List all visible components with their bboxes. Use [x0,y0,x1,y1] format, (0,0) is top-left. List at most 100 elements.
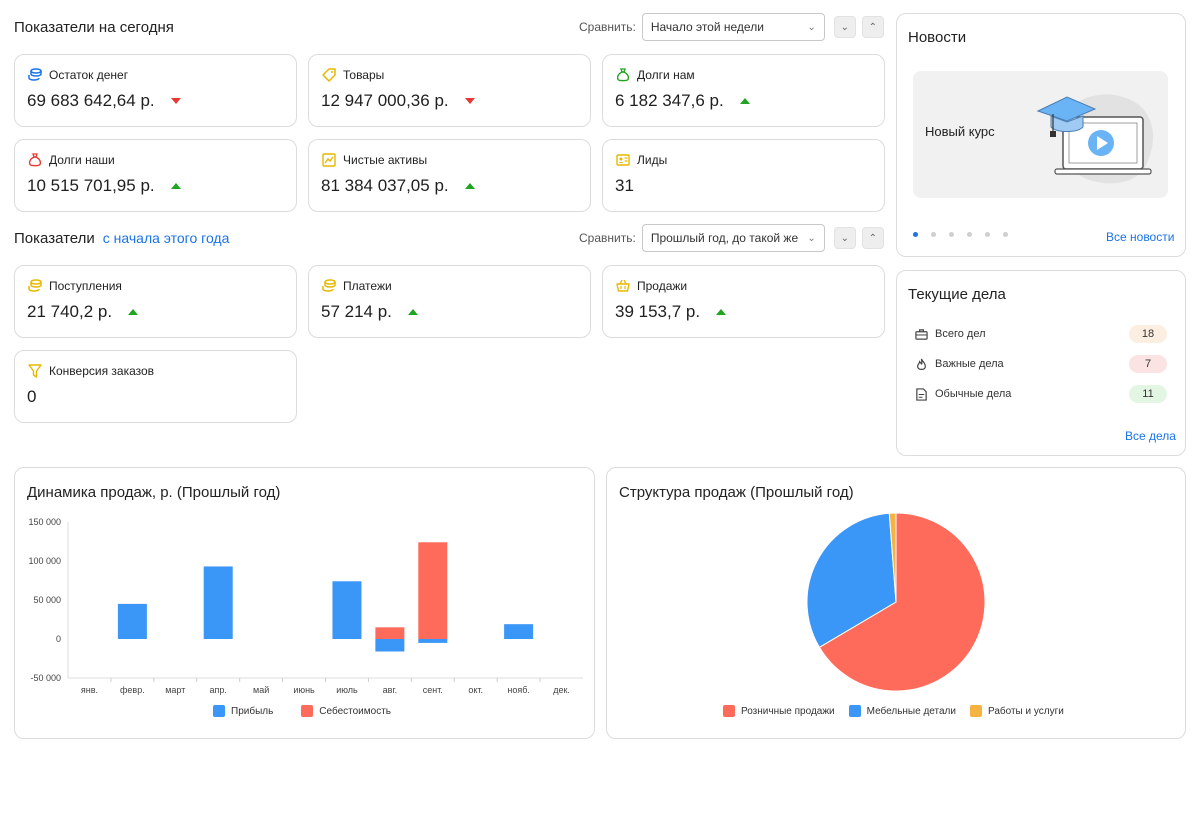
bar-cost[interactable] [375,627,405,639]
bar-profit[interactable] [332,581,362,639]
bar-profit[interactable] [203,566,233,639]
all-news-link[interactable]: Все новости [1106,230,1175,244]
metric-card[interactable]: Долги нам 6 182 347,6 р. [602,54,885,127]
metric-card[interactable]: Конверсия заказов 0 [14,350,297,423]
coins-icon [27,278,43,294]
metric-value-row: 10 515 701,95 р. [27,176,284,196]
news-banner[interactable]: Новый курс [913,71,1168,198]
legend-item-furniture[interactable]: Мебельные детали [848,705,956,717]
task-count-badge: 11 [1129,385,1167,403]
x-tick-label: июль [336,685,358,695]
x-tick-label: апр. [210,685,227,695]
funnel-icon [27,363,43,379]
x-tick-label: февр. [120,685,145,695]
metric-label: Долги нам [637,68,695,82]
bar-chart-legend: Прибыль Себестоимость [213,705,391,717]
section-title-today-text: Показатели на сегодня [14,19,174,36]
pagination-dot[interactable] [967,232,972,237]
fire-icon [915,358,928,371]
compare-select-year[interactable]: Прошлый год, до такой же даты ⌄ [641,224,825,252]
coins-icon [27,67,43,83]
bar-profit[interactable] [418,639,448,643]
trend-down-icon [464,98,475,104]
chevron-down-icon: ⌄ [807,21,816,33]
pagination-dot[interactable] [949,232,954,237]
metric-label: Лиды [637,153,668,167]
metric-card[interactable]: Поступления 21 740,2 р. [14,265,297,338]
compare-select-value: Начало этой недели [650,20,764,34]
metric-card[interactable]: Чистые активы 81 384 037,05 р. [308,139,591,212]
metric-value: 6 182 347,6 р. [615,91,724,110]
pie-slice[interactable] [888,513,897,603]
metric-value: 10 515 701,95 р. [27,176,155,195]
collapse-down-button[interactable]: ⌄ [833,227,856,249]
bar-profit[interactable] [504,624,534,639]
metric-card[interactable]: Продажи 39 153,7 р. [602,265,885,338]
sales-structure-card: Структура продаж (Прошлый год) Розничные… [606,467,1186,739]
compare-select-today[interactable]: Начало этой недели ⌄ [641,13,825,41]
bar-cost[interactable] [418,542,448,639]
metric-value-row: 0 [27,387,284,407]
metric-card[interactable]: Платежи 57 214 р. [308,265,591,338]
pagination-dot[interactable] [913,232,918,237]
metric-label: Чистые активы [343,153,428,167]
x-tick-label: дек. [553,685,570,695]
pie-slice[interactable] [818,513,986,692]
sales-dynamics-chart: 150 000 100 000 50 000 0 -50 000 янв. февр. мар… [28,517,583,695]
trend-up-icon [407,309,418,315]
period-link[interactable]: с начала этого года [102,230,230,246]
bar-profit[interactable] [375,639,405,652]
collapse-up-button[interactable]: ⌃ [861,227,884,249]
tasks-card: Текущие дела Всего дел 18 Важные дела 7 Обыч… [896,270,1186,456]
legend-label: Себестоимость [319,705,391,717]
pagination-dot[interactable] [985,232,990,237]
x-tick-label: июнь [293,685,315,695]
metric-value: 57 214 р. [321,302,392,321]
trend-up-icon [128,309,139,315]
task-row[interactable]: Всего дел 18 [915,325,1167,343]
trend-up-icon [739,98,750,104]
coins-icon [321,278,337,294]
task-label: Всего дел [935,328,986,340]
metric-head: Конверсия заказов [27,363,284,379]
x-tick-label: авг. [383,685,397,695]
metric-value: 31 [615,176,634,195]
metric-label: Платежи [343,279,392,293]
metric-card[interactable]: Лиды 31 [602,139,885,212]
legend-item-services[interactable]: Работы и услуги [969,705,1064,717]
task-row[interactable]: Важные дела 7 [915,355,1167,373]
money-bag-icon [27,152,43,168]
y-tick-label: 100 000 [28,556,61,566]
bar-profit[interactable] [117,603,147,639]
tag-icon [321,67,337,83]
trend-down-icon [170,98,181,104]
metric-label: Товары [343,68,385,82]
metric-value: 69 683 642,64 р. [27,91,155,110]
task-row[interactable]: Обычные дела 11 [915,385,1167,403]
collapse-up-button[interactable]: ⌃ [861,16,884,38]
task-count-badge: 18 [1129,325,1167,343]
metric-value-row: 69 683 642,64 р. [27,91,284,111]
metric-card[interactable]: Остаток денег 69 683 642,64 р. [14,54,297,127]
metric-card[interactable]: Товары 12 947 000,36 р. [308,54,591,127]
trend-up-icon [464,183,475,189]
news-pagination [913,232,1008,237]
metric-label: Долги наши [49,153,115,167]
contact-card-icon [615,152,631,168]
course-illustration-icon [1036,94,1154,184]
pie-slice[interactable] [806,513,897,648]
legend-item-retail[interactable]: Розничные продажи [723,705,835,717]
legend-label: Прибыль [231,705,274,717]
pie-chart-legend: Розничные продажи Мебельные детали Работ… [723,705,1064,717]
trend-up-icon [716,309,727,315]
collapse-down-button[interactable]: ⌄ [833,16,856,38]
metric-card[interactable]: Долги наши 10 515 701,95 р. [14,139,297,212]
legend-item-cost[interactable]: Себестоимость [301,705,391,717]
legend-item-profit[interactable]: Прибыль [213,705,273,717]
all-tasks-link[interactable]: Все дела [1125,429,1176,443]
pagination-dot[interactable] [931,232,936,237]
metric-value: 0 [27,387,37,406]
pagination-dot[interactable] [1003,232,1008,237]
metric-value: 21 740,2 р. [27,302,113,321]
metric-value-row: 31 [615,176,872,196]
